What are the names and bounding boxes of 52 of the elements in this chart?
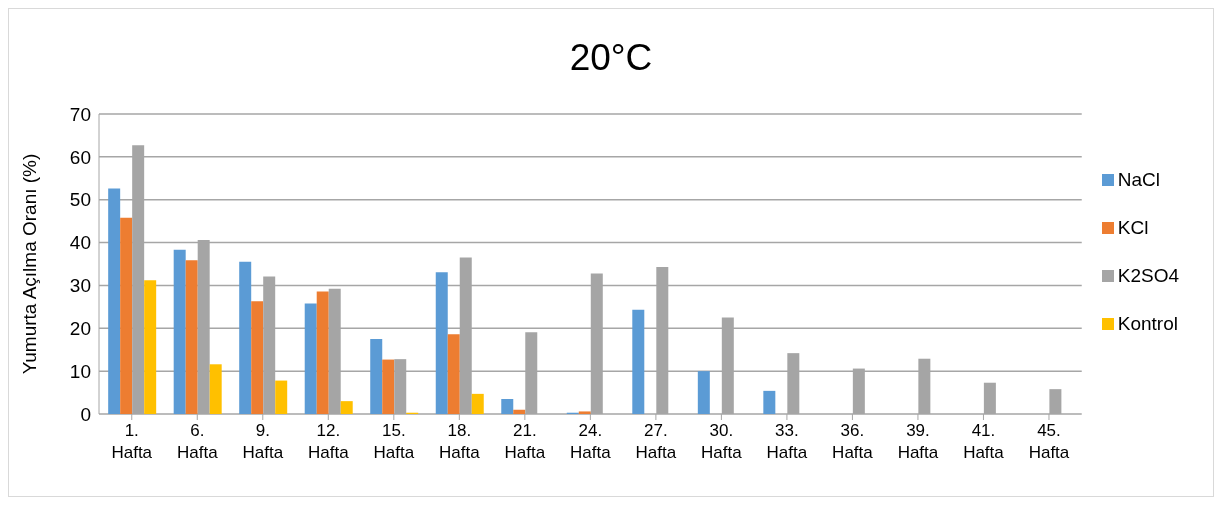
- y-tick-label: 40: [69, 232, 91, 254]
- bar: [108, 188, 121, 414]
- y-tick-label: 50: [69, 189, 91, 211]
- bar: [275, 380, 288, 414]
- x-tick-label: 15. Hafta: [373, 421, 415, 462]
- x-tick-label: 12. Hafta: [307, 421, 350, 462]
- legend-label: KCl: [1117, 216, 1149, 238]
- x-tick-label: 21. Hafta: [504, 421, 546, 462]
- x-tick-label: 9. Hafta: [242, 421, 284, 462]
- x-tick-label: 6. Hafta: [176, 421, 219, 462]
- bar: [501, 399, 514, 414]
- bar: [763, 390, 776, 414]
- bar: [578, 411, 591, 414]
- bar: [239, 261, 252, 414]
- bar: [144, 280, 157, 414]
- legend-label: Kontrol: [1117, 312, 1178, 334]
- x-tick-label: 41. Hafta: [963, 421, 1005, 462]
- x-tick-label: 45. Hafta: [1028, 421, 1070, 462]
- chart-title: 20°C: [568, 37, 654, 79]
- x-tick-label: 30. Hafta: [701, 421, 743, 462]
- y-tick-label: 0: [80, 403, 91, 425]
- y-tick-label: 20: [69, 318, 91, 340]
- y-axis-title: Yumurta Açılma Oranı (%): [18, 153, 40, 375]
- x-tick-label: 1. Hafta: [111, 421, 153, 462]
- bar: [382, 359, 395, 414]
- legend-label: NaCl: [1117, 168, 1160, 190]
- bar: [316, 291, 329, 414]
- bar: [632, 309, 645, 414]
- x-tick-label: 33. Hafta: [766, 421, 808, 462]
- legend-label: K2SO4: [1117, 264, 1179, 286]
- bar: [209, 364, 222, 414]
- y-tick-label: 60: [69, 146, 91, 168]
- x-tick-label: 18. Hafta: [439, 421, 481, 462]
- bar: [251, 301, 264, 414]
- bar: [697, 371, 710, 414]
- x-tick-label: 39. Hafta: [897, 421, 939, 462]
- bar: [185, 260, 198, 414]
- x-tick-label: 36. Hafta: [832, 421, 874, 462]
- bar: [435, 272, 448, 414]
- x-tick-label: 24. Hafta: [570, 421, 612, 462]
- bar: [340, 401, 353, 414]
- bar: [447, 334, 460, 414]
- y-tick-label: 70: [69, 103, 91, 125]
- y-tick-label: 10: [69, 360, 91, 382]
- bar: [173, 249, 186, 414]
- bar: [471, 393, 484, 414]
- bar: [304, 303, 317, 414]
- bar: [513, 409, 526, 414]
- bar: [370, 339, 383, 414]
- bar: [120, 217, 133, 414]
- x-tick-label: 27. Hafta: [635, 421, 677, 462]
- y-tick-label: 30: [69, 275, 91, 297]
